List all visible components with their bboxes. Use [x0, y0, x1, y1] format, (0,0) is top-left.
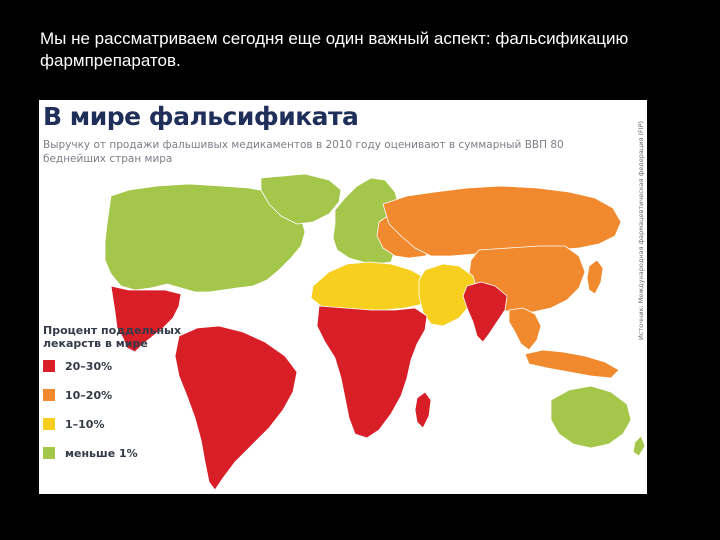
legend-swatch	[43, 360, 55, 372]
map-subtitle: Выручку от продажи фальшивых медикаменто…	[43, 139, 564, 165]
region-southeast-asia	[508, 307, 542, 351]
region-south-asia	[462, 281, 508, 343]
region-new-zealand	[632, 435, 646, 457]
legend-item: 1–10%	[43, 414, 193, 434]
legend-label: 20–30%	[65, 359, 113, 373]
region-australia	[550, 385, 632, 449]
legend-item: 10–20%	[43, 385, 193, 405]
region-north-africa	[310, 261, 430, 311]
legend-label: 1–10%	[65, 417, 105, 431]
legend: Процент поддельных лекарств в мире 20–30…	[43, 324, 193, 472]
legend-label: меньше 1%	[65, 446, 138, 460]
legend-swatch	[43, 389, 55, 401]
region-madagascar	[414, 391, 432, 429]
region-japan	[586, 259, 604, 295]
legend-item: меньше 1%	[43, 443, 193, 463]
region-middle-east	[418, 263, 478, 327]
legend-label: 10–20%	[65, 388, 113, 402]
legend-item: 20–30%	[43, 356, 193, 376]
region-sub-saharan-africa	[316, 305, 428, 439]
legend-swatch	[43, 418, 55, 430]
region-south-america	[174, 325, 298, 491]
region-north-america	[104, 183, 306, 293]
region-russia	[382, 185, 622, 257]
legend-title: Процент поддельных лекарств в мире	[43, 324, 182, 350]
world-map	[104, 173, 646, 491]
map-title: В мире фальсификата	[43, 102, 359, 131]
region-greenland	[260, 173, 342, 225]
legend-swatch	[43, 447, 55, 459]
region-indonesia	[524, 349, 620, 379]
slide-text: Мы не рассматриваем сегодня еще один важ…	[40, 29, 629, 70]
counterfeit-drugs-map-figure: В мире фальсификата Выручку от продажи ф…	[39, 100, 647, 494]
source-note: Источник: Международная фармацевтическая…	[637, 120, 645, 340]
region-central-america	[110, 285, 182, 353]
